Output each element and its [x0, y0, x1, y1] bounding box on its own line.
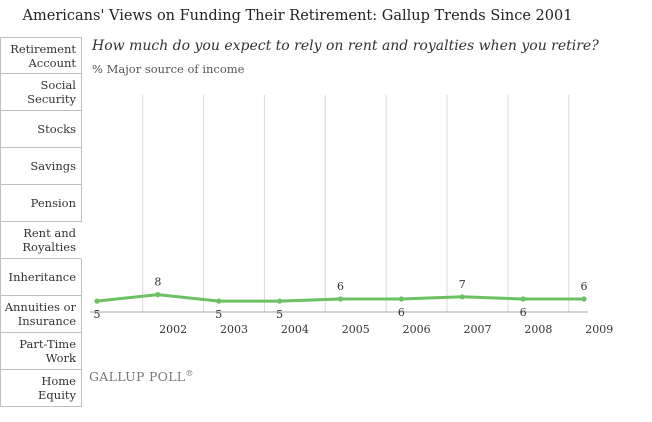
tab-label: Pension [30, 196, 76, 210]
tab-rent-and-royalties[interactable]: Rent and Royalties [0, 222, 82, 259]
data-point [459, 294, 465, 300]
logo-text: GALLUP POLL [89, 369, 186, 384]
data-point [398, 296, 404, 302]
data-label: 6 [337, 280, 344, 293]
data-point [155, 292, 161, 298]
tab-label: Retirement Account [10, 41, 76, 70]
data-point [277, 298, 283, 304]
tab-stocks[interactable]: Stocks [0, 111, 82, 148]
chart-title: Americans' Views on Funding Their Retire… [22, 8, 573, 24]
data-point [94, 298, 100, 304]
x-tick-label: 2005 [342, 323, 370, 336]
x-tick-label: 2008 [524, 323, 552, 336]
tab-label: Social Security [27, 78, 76, 106]
tab-label: Inheritance [8, 270, 76, 284]
registered-mark-icon: ® [185, 369, 194, 378]
data-label: 8 [154, 276, 161, 289]
data-label: 6 [520, 306, 527, 319]
x-tick-label: 2007 [463, 323, 491, 336]
tab-label: Home Equity [38, 374, 76, 402]
chart-question: How much do you expect to rely on rent a… [92, 38, 599, 54]
tab-annuities-or-insurance[interactable]: Annuities or Insurance [0, 296, 82, 333]
tab-label: Annuities or Insurance [4, 300, 76, 328]
tab-home-equity[interactable]: Home Equity [0, 370, 82, 407]
x-tick-label: 2003 [220, 323, 248, 336]
tab-label: Part-Time Work [19, 337, 76, 365]
gallup-poll-logo: GALLUP POLL® [89, 369, 194, 384]
tab-pension[interactable]: Pension [0, 185, 82, 222]
x-tick-label: 2009 [585, 323, 613, 336]
data-point [581, 296, 587, 302]
tab-social-security[interactable]: Social Security [0, 74, 82, 111]
tab-label: Stocks [37, 122, 76, 136]
chart-subtitle: % Major source of income [92, 62, 245, 76]
data-label: 5 [215, 308, 222, 321]
data-label: 6 [398, 306, 405, 319]
x-tick-label: 2006 [403, 323, 431, 336]
tab-savings[interactable]: Savings [0, 148, 82, 185]
topic-tabs: Retirement Account Social Security Stock… [0, 37, 82, 407]
data-label: 5 [94, 308, 101, 321]
x-tick-label: 2004 [281, 323, 309, 336]
tab-label: Rent and Royalties [22, 226, 76, 254]
tab-retirement-account[interactable]: Retirement Account [0, 37, 82, 74]
data-point [216, 298, 222, 304]
data-label: 7 [459, 278, 466, 291]
data-point [337, 296, 344, 302]
tab-label: Savings [30, 159, 76, 173]
x-tick-label: 2002 [159, 323, 187, 336]
data-point [520, 296, 526, 302]
tab-inheritance[interactable]: Inheritance [0, 259, 82, 296]
data-label: 6 [581, 280, 588, 293]
tab-part-time-work[interactable]: Part-Time Work [0, 333, 82, 370]
data-label: 5 [276, 308, 283, 321]
